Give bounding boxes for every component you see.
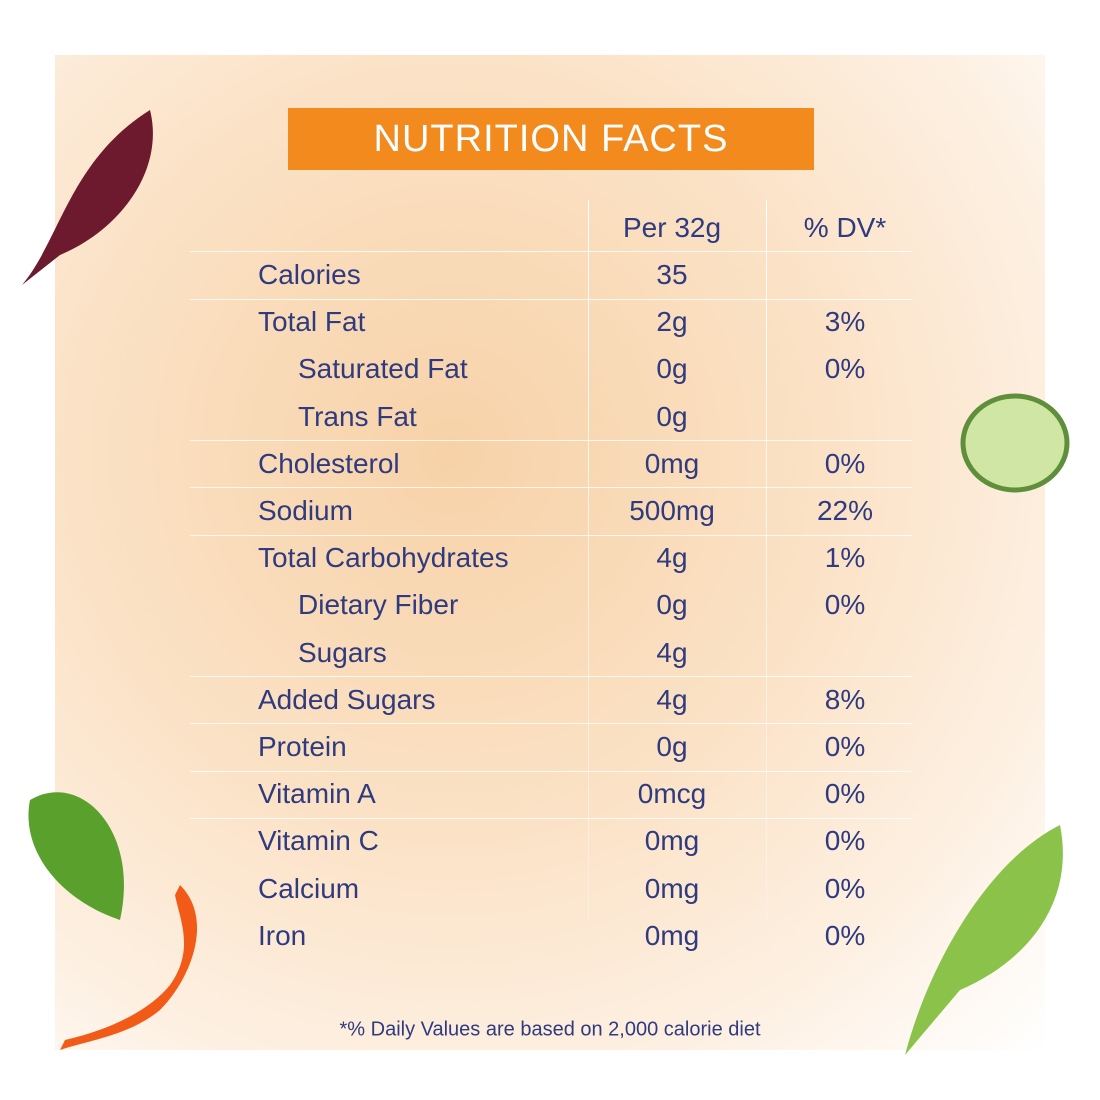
amount: 0g	[656, 353, 688, 385]
daily-value: 0%	[824, 447, 866, 479]
row-divider	[190, 440, 912, 442]
row-label: Dietary Fiber	[298, 589, 459, 621]
footnote: *% Daily Values are based on 2,000 calor…	[339, 1018, 761, 1041]
title: NUTRITION FACTS	[288, 108, 814, 170]
amount: 0g	[656, 731, 688, 762]
amount: 4g	[656, 683, 688, 715]
amount: 0mg	[644, 872, 700, 904]
row-label: Total Carbohydrates	[258, 542, 509, 574]
column-divider	[588, 200, 589, 920]
row-divider	[190, 723, 912, 725]
background	[55, 55, 1045, 1050]
row-label: Vitamin C	[258, 825, 379, 857]
row-divider	[190, 770, 912, 772]
basil	[28, 792, 124, 920]
daily-value: 0%	[824, 778, 866, 810]
row-label: Calories	[258, 259, 361, 290]
daily-value: 0%	[824, 353, 866, 385]
amount: 0g	[656, 589, 688, 621]
row-label: Protein	[258, 731, 347, 762]
amount: 4g	[656, 542, 688, 574]
daily-value: 22%	[816, 495, 874, 526]
daily-value: 3%	[824, 306, 866, 338]
amount: 500mg	[629, 495, 715, 526]
row-divider	[190, 534, 912, 536]
amount: 0mg	[644, 825, 700, 857]
row-label: Sugars	[298, 636, 387, 668]
row-label: Vitamin A	[258, 778, 376, 810]
daily-value: 1%	[824, 542, 866, 574]
column-divider	[766, 200, 767, 920]
amount: 0mg	[644, 919, 700, 951]
pepper	[60, 885, 198, 1050]
daily-value: 0%	[824, 919, 866, 951]
amount: 2g	[656, 306, 688, 338]
column-header: % DV*	[803, 212, 887, 243]
row-label: Sodium	[258, 495, 353, 526]
row-divider	[190, 251, 912, 253]
daily-value: 0%	[824, 589, 866, 621]
row-label: Total Fat	[258, 306, 366, 338]
amount: 35	[656, 259, 688, 290]
row-label: Added Sugars	[258, 683, 436, 715]
lettuce	[905, 825, 1063, 1055]
row-label: Iron	[258, 919, 307, 951]
row-label: Cholesterol	[258, 447, 400, 479]
row-divider	[190, 298, 912, 300]
row-divider	[190, 487, 912, 489]
column-header: Per 32g	[622, 212, 722, 243]
row-label: Saturated Fat	[298, 353, 468, 385]
daily-value: 0%	[824, 825, 866, 857]
row-divider	[190, 817, 912, 819]
daily-value: 0%	[824, 872, 866, 904]
red-leaf	[22, 110, 153, 285]
amount: 4g	[656, 636, 688, 668]
amount: 0g	[656, 400, 688, 432]
daily-value: 8%	[824, 683, 866, 715]
row-label: Trans Fat	[298, 400, 417, 432]
amount: 0mg	[644, 447, 700, 479]
cucumber	[960, 393, 1070, 493]
row-label: Calcium	[258, 872, 360, 904]
daily-value: 0%	[824, 731, 866, 762]
row-divider	[190, 676, 912, 678]
amount: 0mcg	[637, 778, 707, 810]
